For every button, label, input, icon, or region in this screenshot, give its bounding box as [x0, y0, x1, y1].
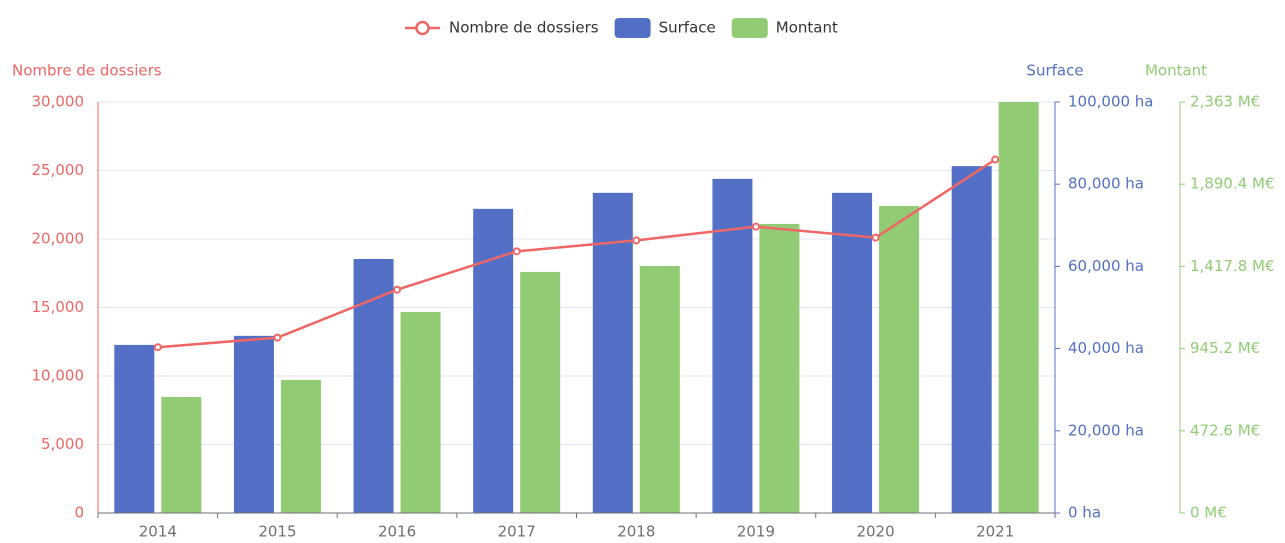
- x-tick-label: 2021: [976, 523, 1014, 541]
- x-tick-label: 2018: [617, 523, 655, 541]
- y2-axis-title: Surface: [1026, 62, 1083, 80]
- y-tick-label: 5,000: [41, 435, 84, 453]
- y2-tick-label: 80,000 ha: [1068, 175, 1144, 193]
- point: [153, 343, 162, 352]
- bar: [400, 311, 441, 513]
- y2-tick-label: 60,000 ha: [1068, 257, 1144, 275]
- x-tick-label: 2020: [856, 523, 894, 541]
- y-tick-label: 15,000: [32, 298, 85, 316]
- legend-label: Nombre de dossiers: [449, 19, 599, 37]
- y-tick-label: 0: [74, 504, 84, 522]
- bar: [114, 344, 155, 513]
- y2-tick-label: 20,000 ha: [1068, 421, 1144, 439]
- bar: [520, 271, 561, 513]
- y2-tick-label: 100,000 ha: [1068, 93, 1154, 111]
- y2-tick-label: 0 ha: [1068, 504, 1101, 522]
- y-axis-title: Nombre de dossiers: [12, 62, 162, 80]
- y-tick-label: 20,000: [32, 230, 85, 248]
- bar: [353, 259, 394, 513]
- y3-tick-label: 472.6 M€: [1190, 421, 1260, 439]
- bar: [639, 266, 680, 513]
- bar: [712, 178, 753, 513]
- bar: [592, 192, 633, 513]
- y-tick-label: 10,000: [32, 367, 85, 385]
- line: [157, 158, 996, 349]
- legend-swatch: [415, 20, 430, 36]
- point: [393, 285, 402, 294]
- legend-label: Surface: [659, 19, 716, 37]
- bar: [759, 223, 800, 513]
- point: [751, 222, 760, 231]
- x-tick-label: 2019: [737, 523, 775, 541]
- legend-label: Montant: [776, 19, 838, 37]
- bar: [233, 335, 274, 513]
- point: [273, 333, 282, 342]
- x-tick-label: 2014: [139, 523, 177, 541]
- bar: [998, 102, 1039, 513]
- point: [991, 155, 1000, 164]
- x-tick-label: 2015: [258, 523, 296, 541]
- point: [512, 247, 521, 256]
- legend-swatch: [614, 18, 651, 38]
- y3-tick-label: 0 M€: [1190, 504, 1227, 522]
- x-tick-label: 2016: [378, 523, 416, 541]
- bar: [832, 192, 873, 513]
- point: [871, 233, 880, 242]
- x-tick-label: 2017: [498, 523, 536, 541]
- y3-tick-label: 2,363 M€: [1190, 93, 1260, 111]
- y-tick-label: 30,000: [32, 93, 85, 111]
- y3-axis-title: Montant: [1145, 62, 1207, 80]
- y-tick-label: 25,000: [32, 161, 85, 179]
- y3-tick-label: 1,890.4 M€: [1190, 175, 1275, 193]
- bar: [951, 166, 992, 513]
- bar: [879, 206, 920, 514]
- y3-tick-label: 1,417.8 M€: [1190, 257, 1275, 275]
- legend-swatch: [731, 18, 768, 38]
- bar: [161, 396, 202, 513]
- bar: [280, 379, 321, 513]
- y2-tick-label: 40,000 ha: [1068, 339, 1144, 357]
- point: [632, 236, 641, 245]
- y3-tick-label: 945.2 M€: [1190, 339, 1260, 357]
